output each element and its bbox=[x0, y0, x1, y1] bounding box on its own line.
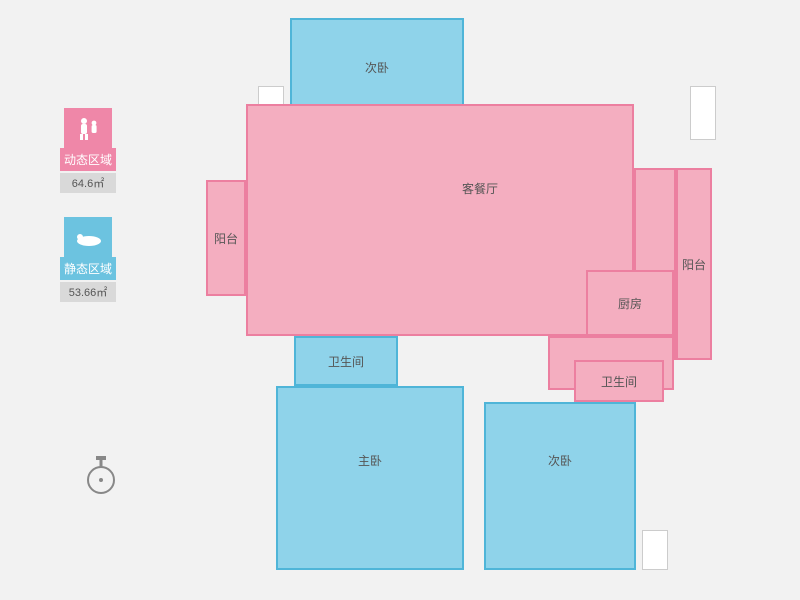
sleep-icon bbox=[73, 227, 103, 247]
room-卫生间: 卫生间 bbox=[294, 336, 398, 386]
room-阳台: 阳台 bbox=[206, 180, 246, 296]
legend-item-dynamic: 动态区域 64.6㎡ bbox=[60, 108, 116, 193]
room-label: 客餐厅 bbox=[462, 180, 498, 197]
room-阳台: 阳台 bbox=[676, 168, 712, 360]
legend-icon-box-static bbox=[64, 217, 112, 257]
people-icon bbox=[74, 116, 102, 140]
room-label: 阳台 bbox=[682, 256, 706, 273]
legend-dynamic-label: 动态区域 bbox=[60, 148, 116, 171]
legend-item-static: 静态区域 53.66㎡ bbox=[60, 217, 116, 302]
room-次卧: 次卧 bbox=[484, 402, 636, 570]
room-label: 次卧 bbox=[365, 59, 389, 76]
room-label: 厨房 bbox=[618, 295, 642, 312]
room-label: 主卧 bbox=[358, 452, 382, 469]
room-label: 阳台 bbox=[214, 230, 238, 247]
legend-icon-box-dynamic bbox=[64, 108, 112, 148]
room-厨房: 厨房 bbox=[586, 270, 674, 336]
room-label: 卫生间 bbox=[328, 353, 364, 370]
compass-icon bbox=[84, 456, 118, 501]
room-label: 次卧 bbox=[548, 452, 572, 469]
legend: 动态区域 64.6㎡ 静态区域 53.66㎡ bbox=[60, 108, 116, 302]
exterior-stub bbox=[690, 86, 716, 140]
legend-static-label: 静态区域 bbox=[60, 257, 116, 280]
room-卫生间: 卫生间 bbox=[574, 360, 664, 402]
exterior-stub bbox=[642, 530, 668, 570]
room-客餐厅: 客餐厅 bbox=[246, 104, 634, 336]
legend-static-value: 53.66㎡ bbox=[60, 282, 116, 302]
room-label: 卫生间 bbox=[601, 373, 637, 390]
floorplan: 次卧客餐厅阳台阳台厨房卫生间卫生间主卧次卧 bbox=[198, 18, 720, 584]
legend-dynamic-value: 64.6㎡ bbox=[60, 173, 116, 193]
room-主卧: 主卧 bbox=[276, 386, 464, 570]
